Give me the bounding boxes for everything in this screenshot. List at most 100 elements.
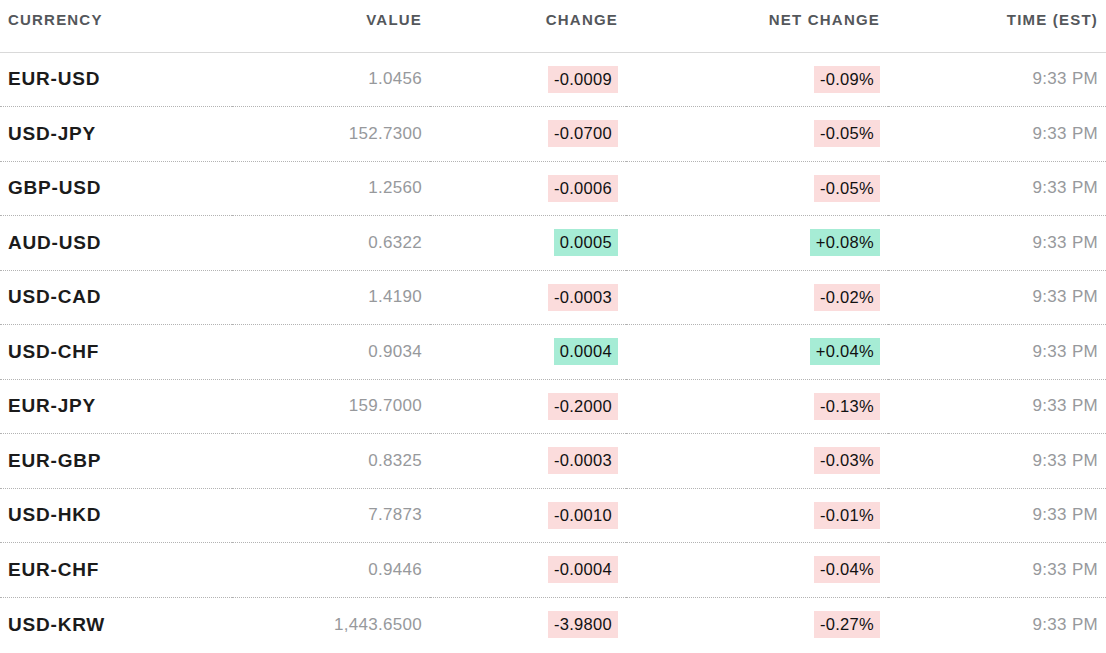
currency-pair-link[interactable]: EUR-JPY [8, 395, 96, 416]
net-change-cell: +0.04% [626, 325, 888, 380]
time-cell: 9:33 PM [888, 325, 1106, 380]
change-badge: -3.9800 [548, 611, 618, 638]
value-cell: 0.6322 [232, 216, 430, 271]
table-header: CURRENCY VALUE CHANGE NET CHANGE TIME (E… [0, 0, 1106, 52]
fx-rates-table: CURRENCY VALUE CHANGE NET CHANGE TIME (E… [0, 0, 1106, 652]
change-badge: -0.0003 [548, 284, 618, 311]
net-change-badge: -0.27% [814, 611, 880, 638]
currency-pair-link[interactable]: AUD-USD [8, 232, 101, 253]
currency-pair-link[interactable]: EUR-USD [8, 68, 100, 89]
value-cell: 0.8325 [232, 434, 430, 489]
table-row: USD-CHF 0.9034 0.0004 +0.04% 9:33 PM [0, 325, 1106, 380]
table-row: USD-HKD 7.7873 -0.0010 -0.01% 9:33 PM [0, 488, 1106, 543]
column-header-change: CHANGE [430, 0, 626, 52]
net-change-badge: -0.09% [814, 66, 880, 93]
currency-cell: USD-CAD [0, 270, 232, 325]
change-cell: -0.0010 [430, 488, 626, 543]
change-badge: 0.0004 [554, 338, 618, 365]
currency-cell: AUD-USD [0, 216, 232, 271]
value-cell: 152.7300 [232, 107, 430, 162]
column-header-currency: CURRENCY [0, 0, 232, 52]
change-cell: 0.0005 [430, 216, 626, 271]
net-change-cell: -0.05% [626, 161, 888, 216]
table-row: USD-KRW 1,443.6500 -3.9800 -0.27% 9:33 P… [0, 597, 1106, 652]
change-cell: 0.0004 [430, 325, 626, 380]
time-cell: 9:33 PM [888, 597, 1106, 652]
value-cell: 159.7000 [232, 379, 430, 434]
net-change-badge: +0.08% [810, 229, 880, 256]
net-change-badge: -0.03% [814, 447, 880, 474]
net-change-badge: -0.13% [814, 393, 880, 420]
net-change-cell: -0.01% [626, 488, 888, 543]
table-row: USD-CAD 1.4190 -0.0003 -0.02% 9:33 PM [0, 270, 1106, 325]
currency-cell: USD-JPY [0, 107, 232, 162]
fx-table-body: EUR-USD 1.0456 -0.0009 -0.09% 9:33 PM US… [0, 52, 1106, 652]
table-row: AUD-USD 0.6322 0.0005 +0.08% 9:33 PM [0, 216, 1106, 271]
currency-cell: GBP-USD [0, 161, 232, 216]
change-cell: -3.9800 [430, 597, 626, 652]
net-change-cell: -0.27% [626, 597, 888, 652]
time-cell: 9:33 PM [888, 216, 1106, 271]
change-badge: -0.2000 [548, 393, 618, 420]
column-header-net-change: NET CHANGE [626, 0, 888, 52]
net-change-cell: -0.04% [626, 543, 888, 598]
time-cell: 9:33 PM [888, 52, 1106, 107]
time-cell: 9:33 PM [888, 270, 1106, 325]
value-cell: 1.0456 [232, 52, 430, 107]
value-cell: 0.9446 [232, 543, 430, 598]
net-change-cell: +0.08% [626, 216, 888, 271]
value-cell: 1,443.6500 [232, 597, 430, 652]
change-cell: -0.0003 [430, 434, 626, 489]
currency-pair-link[interactable]: USD-CHF [8, 341, 99, 362]
net-change-cell: -0.05% [626, 107, 888, 162]
currency-pair-link[interactable]: GBP-USD [8, 177, 101, 198]
table-row: USD-JPY 152.7300 -0.0700 -0.05% 9:33 PM [0, 107, 1106, 162]
currency-pair-link[interactable]: USD-KRW [8, 614, 105, 635]
time-cell: 9:33 PM [888, 379, 1106, 434]
currency-pair-link[interactable]: USD-HKD [8, 504, 101, 525]
change-cell: -0.0006 [430, 161, 626, 216]
currency-cell: USD-CHF [0, 325, 232, 380]
time-cell: 9:33 PM [888, 543, 1106, 598]
change-cell: -0.0004 [430, 543, 626, 598]
currency-cell: EUR-USD [0, 52, 232, 107]
net-change-cell: -0.03% [626, 434, 888, 489]
change-badge: -0.0006 [548, 175, 618, 202]
currency-pair-link[interactable]: USD-JPY [8, 123, 96, 144]
change-badge: 0.0005 [554, 229, 618, 256]
currency-cell: USD-KRW [0, 597, 232, 652]
currency-cell: EUR-JPY [0, 379, 232, 434]
net-change-badge: +0.04% [810, 338, 880, 365]
change-cell: -0.0009 [430, 52, 626, 107]
column-header-value: VALUE [232, 0, 430, 52]
net-change-cell: -0.09% [626, 52, 888, 107]
change-badge: -0.0700 [548, 120, 618, 147]
value-cell: 7.7873 [232, 488, 430, 543]
header-row: CURRENCY VALUE CHANGE NET CHANGE TIME (E… [0, 0, 1106, 52]
table-row: EUR-JPY 159.7000 -0.2000 -0.13% 9:33 PM [0, 379, 1106, 434]
change-badge: -0.0009 [548, 66, 618, 93]
change-badge: -0.0010 [548, 502, 618, 529]
net-change-badge: -0.01% [814, 502, 880, 529]
table-row: GBP-USD 1.2560 -0.0006 -0.05% 9:33 PM [0, 161, 1106, 216]
table-row: EUR-CHF 0.9446 -0.0004 -0.04% 9:33 PM [0, 543, 1106, 598]
time-cell: 9:33 PM [888, 161, 1106, 216]
change-cell: -0.0003 [430, 270, 626, 325]
change-badge: -0.0003 [548, 447, 618, 474]
value-cell: 1.2560 [232, 161, 430, 216]
change-cell: -0.2000 [430, 379, 626, 434]
time-cell: 9:33 PM [888, 107, 1106, 162]
change-badge: -0.0004 [548, 556, 618, 583]
net-change-cell: -0.02% [626, 270, 888, 325]
time-cell: 9:33 PM [888, 488, 1106, 543]
value-cell: 0.9034 [232, 325, 430, 380]
currency-pair-link[interactable]: EUR-CHF [8, 559, 99, 580]
net-change-badge: -0.05% [814, 175, 880, 202]
table-row: EUR-GBP 0.8325 -0.0003 -0.03% 9:33 PM [0, 434, 1106, 489]
change-cell: -0.0700 [430, 107, 626, 162]
time-cell: 9:33 PM [888, 434, 1106, 489]
currency-pair-link[interactable]: USD-CAD [8, 286, 101, 307]
currency-pair-link[interactable]: EUR-GBP [8, 450, 101, 471]
net-change-badge: -0.02% [814, 284, 880, 311]
net-change-badge: -0.05% [814, 120, 880, 147]
